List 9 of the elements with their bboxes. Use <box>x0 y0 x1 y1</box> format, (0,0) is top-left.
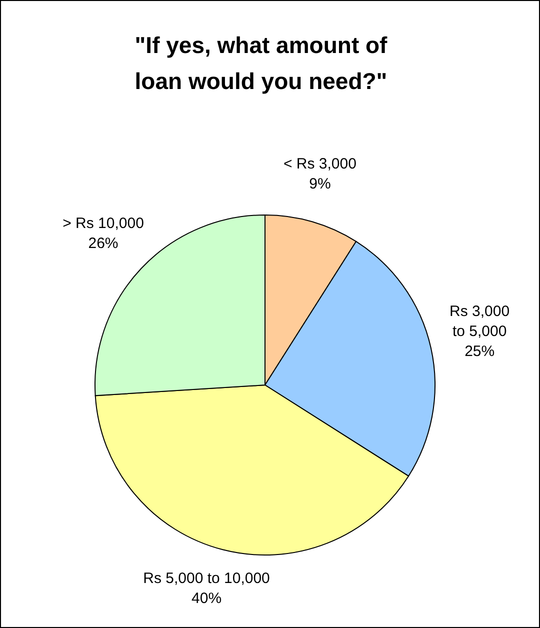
data-label: 26% <box>88 234 118 252</box>
slice-label: < Rs 3,000 <box>284 155 356 172</box>
chart-title: "If yes, what amount of loan would you need?" <box>134 31 388 96</box>
data-label: 9% <box>309 175 331 192</box>
slice-label: Rs 5,000 to 10,000 <box>143 570 270 587</box>
data-label: 25% <box>464 342 495 360</box>
data-label: 40% <box>192 590 222 607</box>
slice-label: Rs 3,000 to 5,000 <box>450 302 510 340</box>
slice-label: > Rs 10,000 <box>62 214 144 232</box>
